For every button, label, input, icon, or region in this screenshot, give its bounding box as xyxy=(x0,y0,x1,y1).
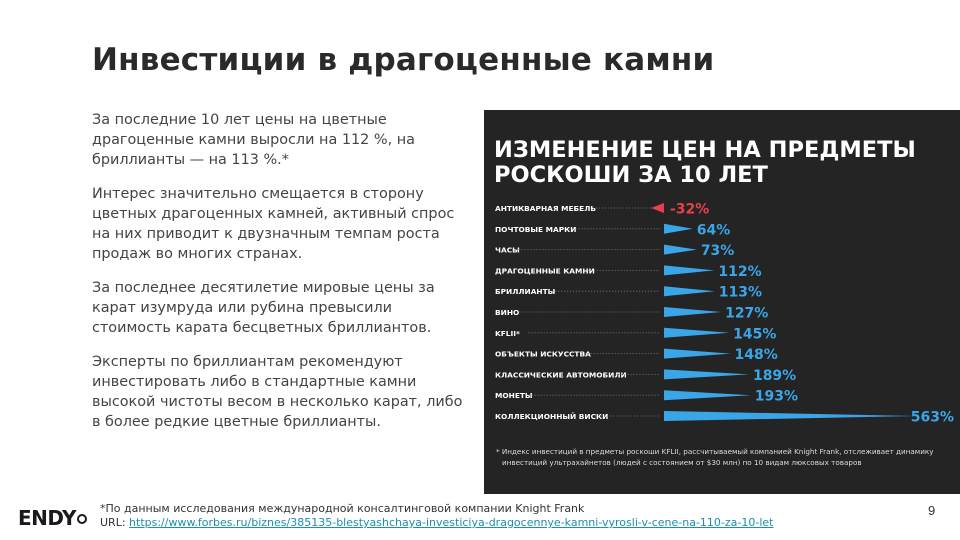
paragraph-1: За последние 10 лет цены на цветные драг… xyxy=(92,112,415,168)
value-label: 64% xyxy=(697,222,731,238)
luxury-price-chart: ИЗМЕНЕНИЕ ЦЕН НА ПРЕДМЕТЫ РОСКОШИ ЗА 10 … xyxy=(484,110,960,494)
value-label: 73% xyxy=(701,243,735,259)
category-label: КЛАССИЧЕСКИЕ АВТОМОБИЛИ xyxy=(495,370,627,379)
source-url-label: URL: xyxy=(100,516,130,529)
bar xyxy=(664,265,715,276)
category-label: ОБЪЕКТЫ ИСКУССТВА xyxy=(495,350,591,359)
category-label: АНТИКВАРНАЯ МЕБЕЛЬ xyxy=(495,204,596,213)
paragraph-4: Эксперты по бриллиантам рекомендуют инве… xyxy=(92,354,463,430)
bars-layer: АНТИКВАРНАЯ МЕБЕЛЬ -32% ПОЧТОВЫЕ МАРКИ 64% Ч… xyxy=(495,202,954,426)
bar xyxy=(664,327,730,338)
category-label: ПОЧТОВЫЕ МАРКИ xyxy=(495,225,576,234)
bar xyxy=(664,369,749,380)
category-label: КОЛЛЕКЦИОННЫЙ ВИСКИ xyxy=(495,412,608,421)
value-label: -32% xyxy=(670,202,709,218)
paragraph-2: Интерес значительно смещается в сторону … xyxy=(92,186,455,262)
value-label: 193% xyxy=(755,389,798,405)
bar xyxy=(664,348,731,359)
endy-logo: ENDY xyxy=(18,506,88,530)
bar xyxy=(651,203,664,213)
source-url-link[interactable]: https://www.forbes.ru/biznes/385135-bles… xyxy=(129,516,774,529)
category-label: ЧАСЫ xyxy=(495,246,520,255)
value-label: 113% xyxy=(719,285,762,301)
category-label: ВИНО xyxy=(495,308,519,317)
source-url-line: URL: https://www.forbes.ru/biznes/385135… xyxy=(100,516,774,530)
value-label: 127% xyxy=(725,306,768,322)
category-label: МОНЕТЫ xyxy=(495,391,533,400)
chart-title-line-1: ИЗМЕНЕНИЕ ЦЕН НА ПРЕДМЕТЫ xyxy=(494,137,916,163)
bar xyxy=(664,244,697,255)
chart-svg: ИЗМЕНЕНИЕ ЦЕН НА ПРЕДМЕТЫ РОСКОШИ ЗА 10 … xyxy=(494,137,954,467)
value-label: 563% xyxy=(911,410,954,426)
value-label: 145% xyxy=(733,326,776,342)
bar xyxy=(664,307,722,317)
category-label: ДРАГОЦЕННЫЕ КАМНИ xyxy=(495,266,595,275)
bar xyxy=(664,411,918,421)
body-text: За последние 10 лет цены на цветные драг… xyxy=(92,110,464,446)
bar xyxy=(664,223,693,234)
slide-title: Инвестиции в драгоценные камни xyxy=(92,42,715,78)
bar xyxy=(664,390,751,401)
paragraph-3: За последнее десятилетие мировые цены за… xyxy=(92,280,435,336)
bar xyxy=(664,286,715,297)
chart-footnote-line-1: * Индекс инвестиций в предметы роскоши K… xyxy=(496,447,934,456)
value-label: 148% xyxy=(735,347,778,363)
value-label: 189% xyxy=(753,368,796,384)
logo-text: ENDY xyxy=(18,506,77,530)
category-label: KFLII* xyxy=(495,329,520,338)
source-footnote: *По данным исследования международной ко… xyxy=(100,502,774,530)
source-footnote-text: *По данным исследования международной ко… xyxy=(100,502,585,515)
value-label: 112% xyxy=(718,264,761,280)
chart-footnote-line-2: инвестиций ультрахайнетов (людей с состо… xyxy=(502,458,862,467)
logo-dot-icon xyxy=(77,514,88,524)
chart-title-line-2: РОСКОШИ ЗА 10 ЛЕТ xyxy=(494,162,769,188)
page-number: 9 xyxy=(928,503,936,518)
category-label: БРИЛЛИАНТЫ xyxy=(495,287,555,296)
